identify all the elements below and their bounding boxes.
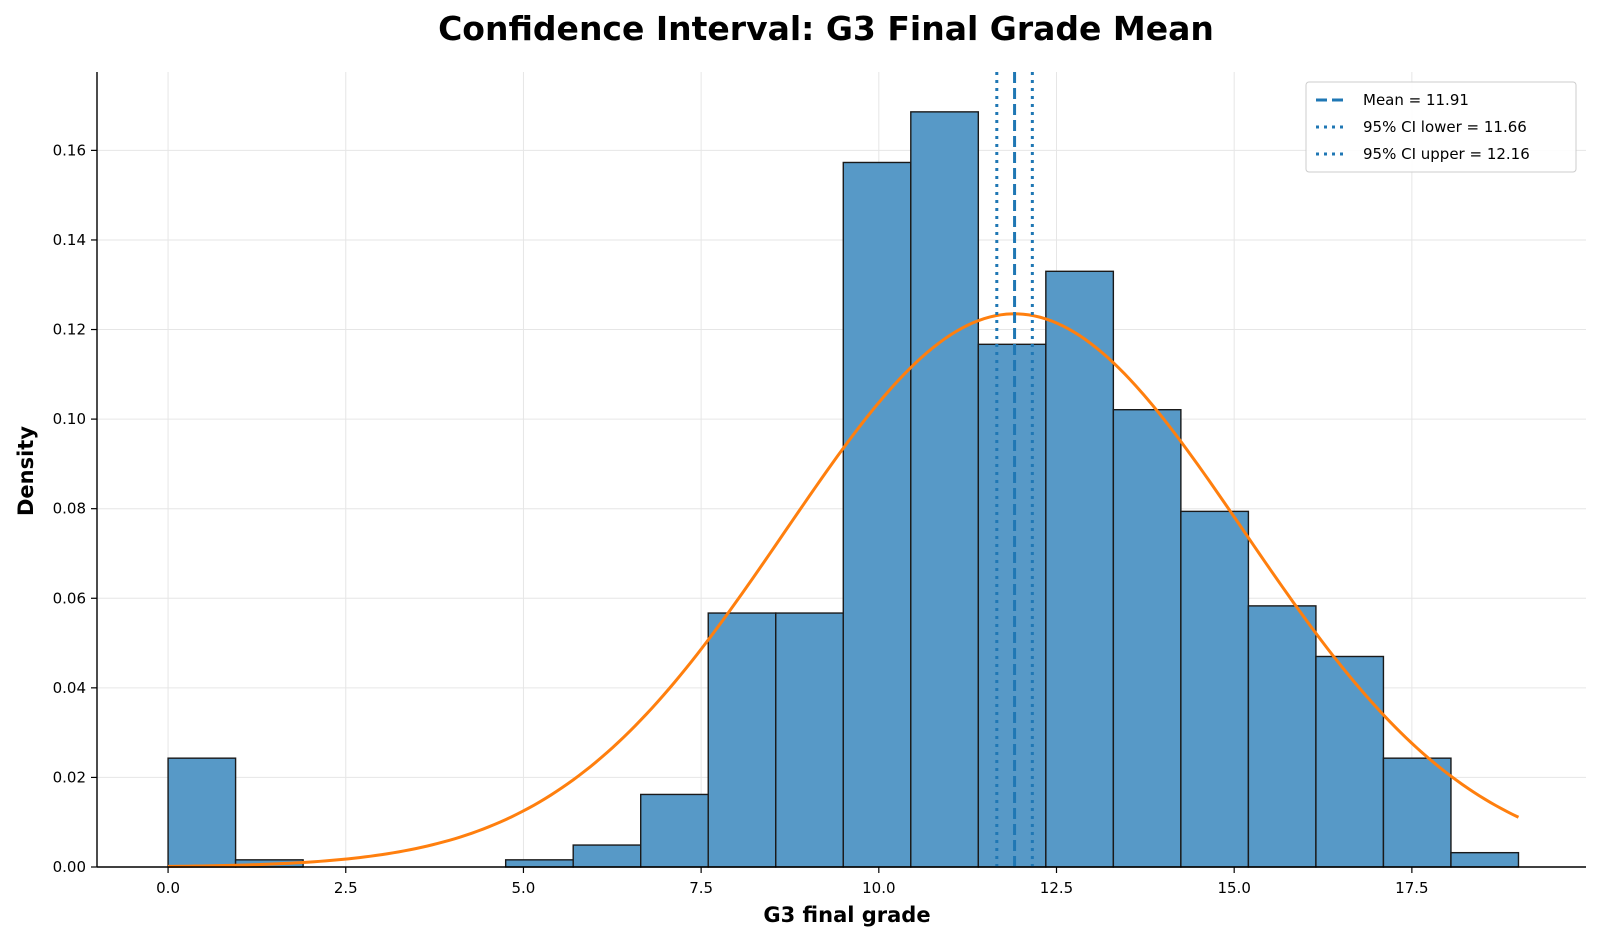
x-tick-label-0: 0.0 — [156, 879, 180, 897]
histogram-bars — [167, 111, 1520, 868]
histogram-bar-11 — [910, 111, 980, 868]
legend-label-1: 95% CI lower = 11.66 — [1363, 118, 1527, 136]
y-tick-label-5: 0.10 — [53, 410, 86, 428]
histogram-bar-18 — [1382, 757, 1452, 868]
histogram-bar-15 — [1180, 510, 1250, 868]
histogram-bar-12 — [977, 343, 1047, 868]
legend-label-2: 95% CI upper = 12.16 — [1363, 145, 1530, 163]
x-axis-title: G3 final grade — [763, 903, 930, 927]
histogram-bar-5 — [504, 859, 574, 868]
normal-curve — [168, 312, 1520, 868]
y-tick-label-0: 0.00 — [53, 858, 86, 876]
histogram-bar-16 — [1247, 605, 1317, 868]
histogram-bar-13 — [1045, 270, 1115, 868]
histogram-bar-10 — [842, 161, 912, 868]
legend-box — [1305, 81, 1577, 173]
x-tick-label-6: 15.0 — [1217, 879, 1250, 897]
histogram-bar-19 — [1450, 851, 1520, 868]
x-axis-ticks: 0.0 2.5 5.0 7.5 10.0 12.5 15.0 17.5 — [156, 867, 1429, 897]
x-tick-label-4: 10.0 — [862, 879, 895, 897]
x-tick-label-1: 2.5 — [334, 879, 358, 897]
x-tick-label-5: 12.5 — [1040, 879, 1073, 897]
y-axis-title: Density — [14, 426, 38, 516]
y-tick-label-3: 0.06 — [53, 589, 86, 607]
y-tick-label-2: 0.04 — [53, 679, 86, 697]
y-tick-label-6: 0.12 — [53, 321, 86, 339]
reference-lines — [995, 72, 1034, 867]
histogram-bar-8 — [707, 612, 777, 868]
y-tick-label-7: 0.14 — [53, 231, 86, 249]
chart-title: Confidence Interval: G3 Final Grade Mean — [438, 9, 1214, 48]
y-tick-label-8: 0.16 — [53, 141, 86, 159]
histogram-bar-17 — [1315, 655, 1385, 868]
x-tick-label-7: 17.5 — [1395, 879, 1428, 897]
normal-curve-group — [168, 312, 1520, 868]
histogram-bar-14 — [1112, 409, 1182, 868]
histogram-bar-9 — [775, 612, 844, 868]
x-tick-label-2: 5.0 — [512, 879, 536, 897]
x-tick-label-3: 7.5 — [689, 879, 713, 897]
histogram-bar-7 — [640, 793, 709, 868]
y-tick-label-1: 0.02 — [53, 768, 86, 786]
histogram-bar-6 — [572, 844, 642, 868]
legend-label-0: Mean = 11.91 — [1363, 91, 1469, 109]
y-axis-ticks: 0.00 0.02 0.04 0.06 0.08 0.10 0.12 0.14 0.16 — [53, 141, 97, 876]
histogram-bar-0 — [167, 757, 237, 868]
y-tick-label-4: 0.08 — [53, 500, 86, 518]
legend: Mean = 11.91 95% CI lower = 11.66 95% CI u… — [1305, 81, 1577, 173]
